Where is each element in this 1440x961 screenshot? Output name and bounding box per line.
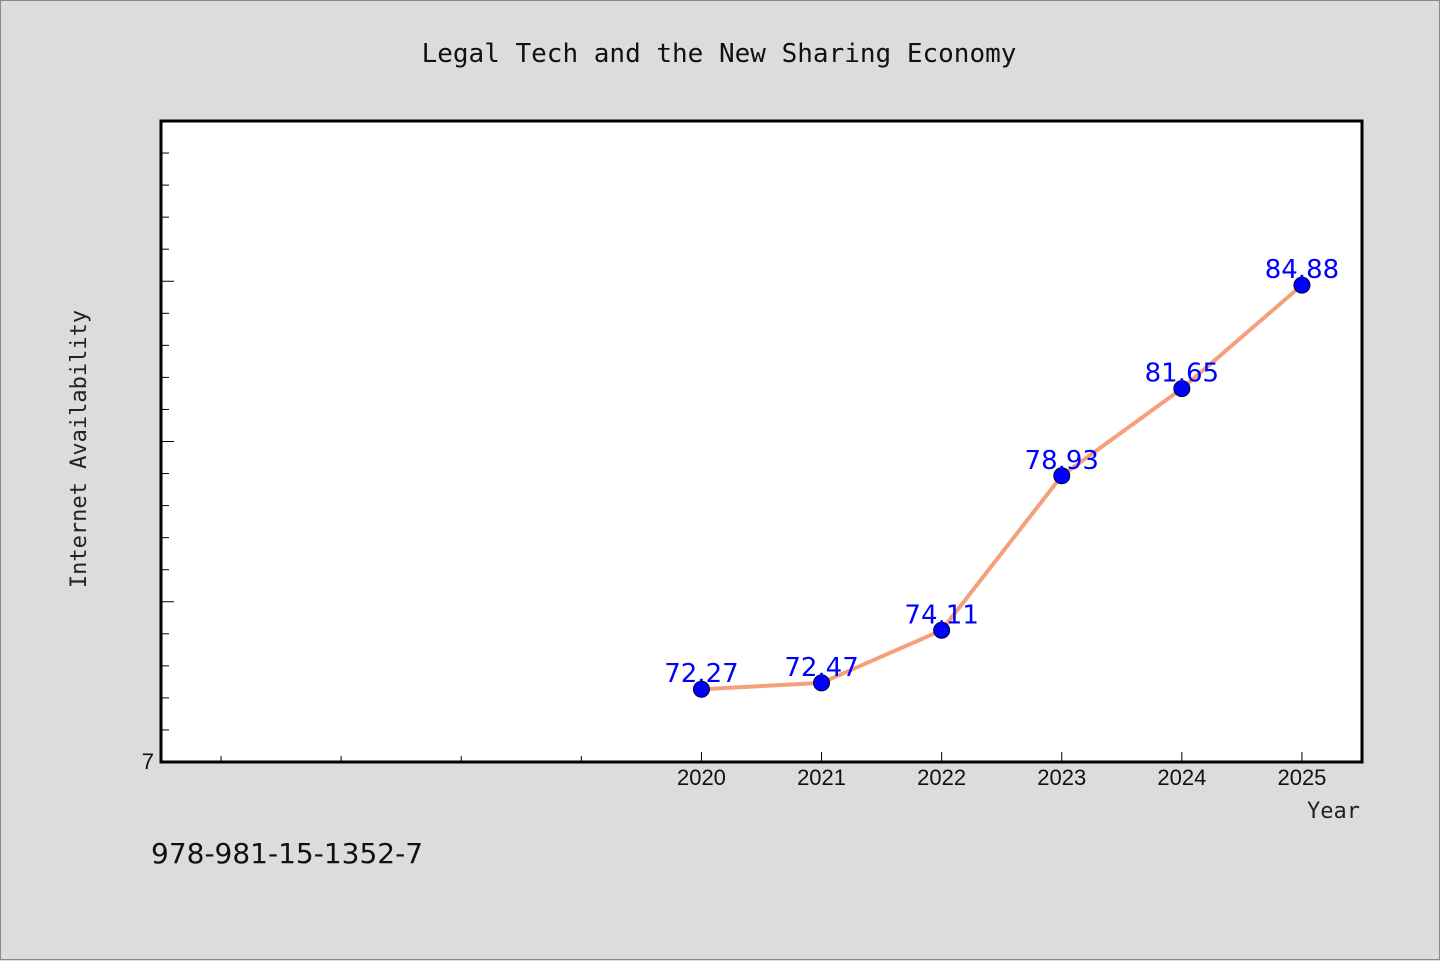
x-tick-label: 2022 xyxy=(917,765,966,790)
data-point xyxy=(1293,276,1311,294)
data-point xyxy=(1053,467,1071,485)
series-line xyxy=(699,283,1304,692)
x-axis-label: Year xyxy=(1307,799,1360,824)
series-line-group: 72.27 72.47 74.11 78.93 81.65 84.88 xyxy=(664,255,1339,698)
data-label: 81.65 xyxy=(1145,359,1219,389)
x-tick-label: 2021 xyxy=(797,765,846,790)
x-axis-ticks xyxy=(220,752,1303,762)
data-label: 84.88 xyxy=(1265,255,1339,285)
chart-title: Legal Tech and the New Sharing Economy xyxy=(422,39,1017,69)
data-point xyxy=(933,621,951,639)
y-axis-ticks xyxy=(161,152,174,731)
data-label: 78.93 xyxy=(1025,446,1099,476)
plot-area xyxy=(159,119,1364,764)
data-label: 72.27 xyxy=(664,659,738,689)
data-point xyxy=(813,674,831,692)
footnote: 978-981-15-1352-7 xyxy=(151,837,423,870)
data-label: 72.47 xyxy=(784,653,858,683)
data-point xyxy=(692,680,710,698)
x-tick-label: 2025 xyxy=(1277,765,1326,790)
x-tick-label: 2024 xyxy=(1157,765,1206,790)
y-axis-label: Internet Availability xyxy=(67,310,92,588)
x-tick-labels: 2020 2021 2022 2023 2024 2025 xyxy=(677,765,1326,790)
y-tick-label: 7 xyxy=(142,749,154,774)
data-point xyxy=(1173,380,1191,398)
x-tick-label: 2023 xyxy=(1037,765,1086,790)
x-tick-label: 2020 xyxy=(677,765,726,790)
data-label: 74.11 xyxy=(904,600,978,630)
